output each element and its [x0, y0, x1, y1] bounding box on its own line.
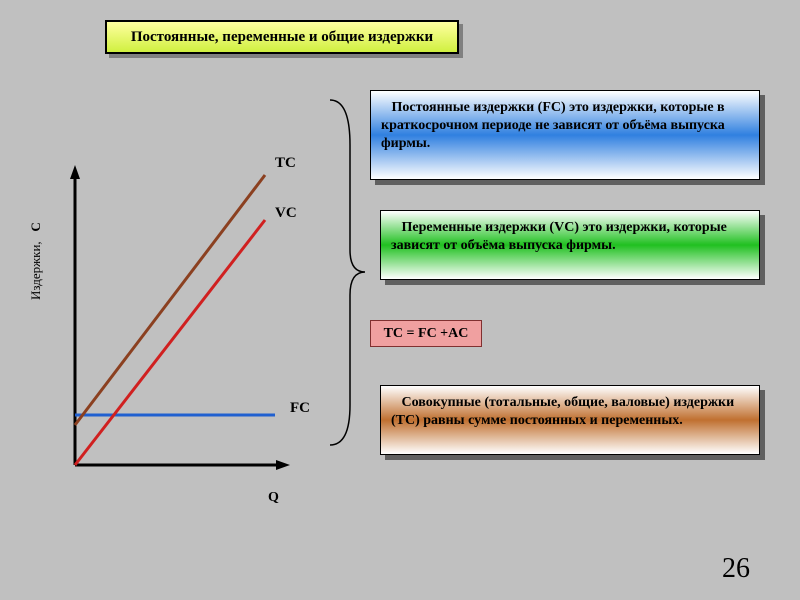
vc-definition-box: Переменные издержки (VC) это издержки, к… [380, 210, 760, 280]
vc-label: VC [275, 205, 297, 222]
fc-definition-box: Постоянные издержки (FC) это издержки, к… [370, 90, 760, 180]
vc-curve [75, 220, 265, 465]
page-number: 26 [722, 553, 750, 585]
x-axis-arrow [276, 460, 290, 470]
fc-label: FC [290, 400, 310, 417]
formula-box: TC = FC +AC [370, 320, 482, 347]
y-axis-arrow [70, 165, 80, 179]
fc-text: Постоянные издержки (FC) это издержки, к… [381, 100, 725, 151]
y-axis-bold: С [28, 222, 43, 231]
tc-definition-box: Совокупные (тотальные, общие, валовые) и… [380, 385, 760, 455]
cost-chart [55, 165, 300, 475]
vc-text: Переменные издержки (VC) это издержки, к… [391, 220, 727, 253]
y-axis-label: Издержки, С [28, 222, 44, 300]
y-axis-sub: Издержки, [28, 241, 43, 300]
x-axis-label: Q [268, 490, 279, 506]
title-box: Постоянные, переменные и общие издержки [105, 20, 459, 54]
tc-text: Совокупные (тотальные, общие, валовые) и… [391, 395, 734, 428]
tc-label: TC [275, 155, 296, 172]
tc-curve [75, 175, 265, 425]
curly-brace [325, 95, 365, 450]
